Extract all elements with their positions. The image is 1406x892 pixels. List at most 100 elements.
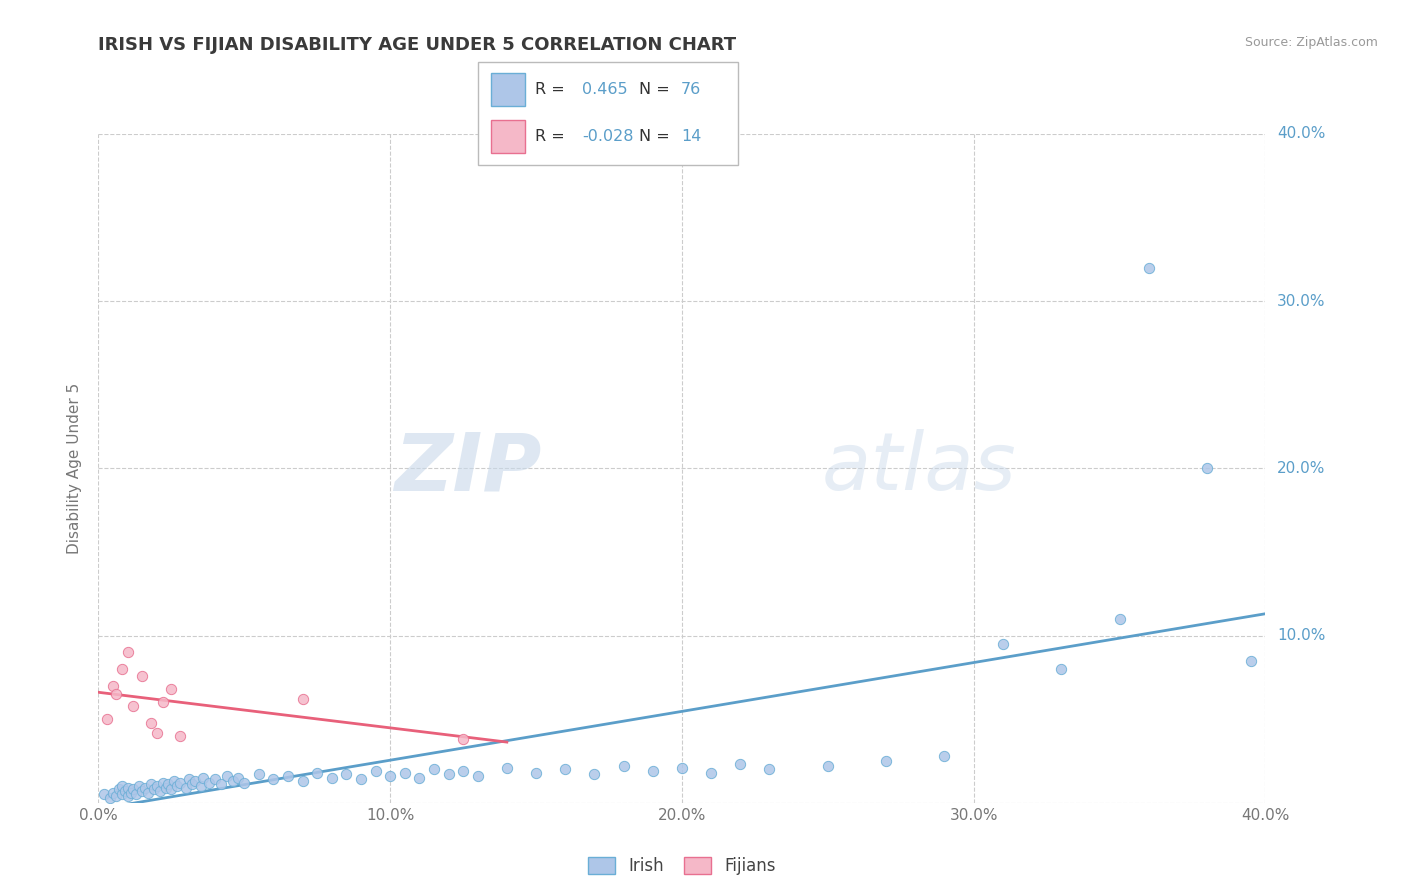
Y-axis label: Disability Age Under 5: Disability Age Under 5	[67, 383, 83, 554]
Text: N =: N =	[640, 81, 675, 96]
Point	[934, 749, 956, 764]
FancyBboxPatch shape	[478, 62, 738, 165]
Point	[198, 775, 221, 790]
Text: ZIP: ZIP	[395, 429, 541, 508]
Point	[408, 771, 430, 785]
Point	[120, 786, 142, 800]
Point	[1137, 260, 1160, 275]
Point	[98, 790, 121, 805]
Point	[125, 788, 148, 802]
Point	[728, 757, 751, 772]
Text: atlas: atlas	[823, 429, 1017, 508]
Point	[364, 764, 387, 778]
Point	[291, 774, 314, 789]
Point	[1108, 612, 1130, 626]
Point	[152, 775, 174, 790]
Text: 0.465: 0.465	[582, 81, 627, 96]
Text: 20.0%: 20.0%	[1277, 461, 1326, 475]
Point	[335, 767, 357, 781]
Point	[1240, 654, 1263, 668]
Text: 76: 76	[681, 81, 702, 96]
Point	[495, 761, 517, 775]
Point	[554, 762, 576, 776]
Point	[117, 645, 139, 659]
Point	[93, 788, 115, 802]
Text: R =: R =	[536, 81, 571, 96]
Point	[233, 775, 256, 790]
Point	[423, 762, 446, 776]
Point	[991, 637, 1014, 651]
Point	[157, 777, 180, 791]
Text: Source: ZipAtlas.com: Source: ZipAtlas.com	[1244, 36, 1378, 49]
Point	[394, 765, 416, 780]
Point	[128, 779, 150, 793]
Bar	[491, 73, 524, 105]
Point	[350, 772, 373, 787]
Point	[111, 779, 134, 793]
Text: -0.028: -0.028	[582, 128, 634, 144]
Point	[1195, 461, 1218, 475]
Point	[101, 679, 124, 693]
Point	[177, 772, 200, 787]
Point	[117, 789, 139, 803]
Point	[166, 779, 188, 793]
Point	[174, 780, 197, 795]
Point	[612, 759, 634, 773]
Point	[169, 729, 191, 743]
Point	[131, 669, 153, 683]
Point	[108, 782, 131, 797]
Point	[190, 779, 212, 793]
Point	[96, 712, 118, 726]
Point	[101, 786, 124, 800]
Point	[142, 782, 165, 797]
Text: 10.0%: 10.0%	[1277, 628, 1326, 643]
Point	[139, 715, 162, 730]
Point	[163, 774, 186, 789]
Point	[104, 789, 127, 803]
Point	[291, 692, 314, 706]
Point	[875, 754, 897, 768]
Point	[262, 772, 284, 787]
Point	[180, 777, 202, 791]
Point	[467, 769, 489, 783]
Point	[758, 762, 780, 776]
Legend: Irish, Fijians: Irish, Fijians	[582, 850, 782, 881]
Point	[146, 725, 169, 739]
Point	[131, 784, 153, 798]
Point	[204, 772, 226, 787]
Point	[136, 786, 159, 800]
Text: 40.0%: 40.0%	[1277, 127, 1326, 141]
Point	[378, 769, 402, 783]
Point	[671, 761, 693, 775]
Point	[437, 767, 460, 781]
Text: R =: R =	[536, 128, 571, 144]
Point	[169, 775, 191, 790]
Point	[146, 779, 169, 793]
Bar	[491, 120, 524, 153]
Point	[122, 698, 145, 713]
Text: IRISH VS FIJIAN DISABILITY AGE UNDER 5 CORRELATION CHART: IRISH VS FIJIAN DISABILITY AGE UNDER 5 C…	[98, 36, 737, 54]
Point	[134, 780, 156, 795]
Point	[111, 788, 134, 802]
Point	[321, 771, 343, 785]
Point	[183, 774, 205, 789]
Point	[152, 696, 174, 710]
Point	[277, 769, 299, 783]
Point	[451, 732, 474, 747]
Point	[139, 777, 162, 791]
Point	[247, 767, 270, 781]
Point	[228, 771, 250, 785]
Point	[122, 782, 145, 797]
Point	[451, 764, 474, 778]
Point	[114, 784, 136, 798]
Text: 14: 14	[681, 128, 702, 144]
Text: N =: N =	[640, 128, 675, 144]
Point	[641, 764, 664, 778]
Point	[221, 774, 243, 789]
Point	[817, 759, 839, 773]
Point	[193, 771, 215, 785]
Point	[583, 767, 606, 781]
Point	[117, 780, 139, 795]
Point	[149, 784, 172, 798]
Point	[307, 765, 329, 780]
